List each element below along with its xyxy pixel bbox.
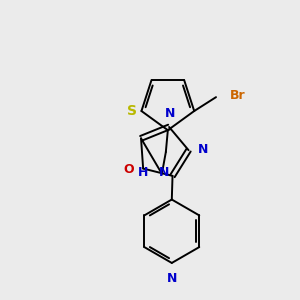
Text: H: H [138, 166, 148, 179]
Text: N: N [159, 166, 169, 179]
Text: N: N [167, 272, 177, 285]
Text: N: N [197, 143, 208, 156]
Text: N: N [165, 107, 175, 120]
Text: O: O [124, 163, 134, 176]
Text: S: S [127, 104, 136, 118]
Text: Br: Br [230, 89, 245, 102]
